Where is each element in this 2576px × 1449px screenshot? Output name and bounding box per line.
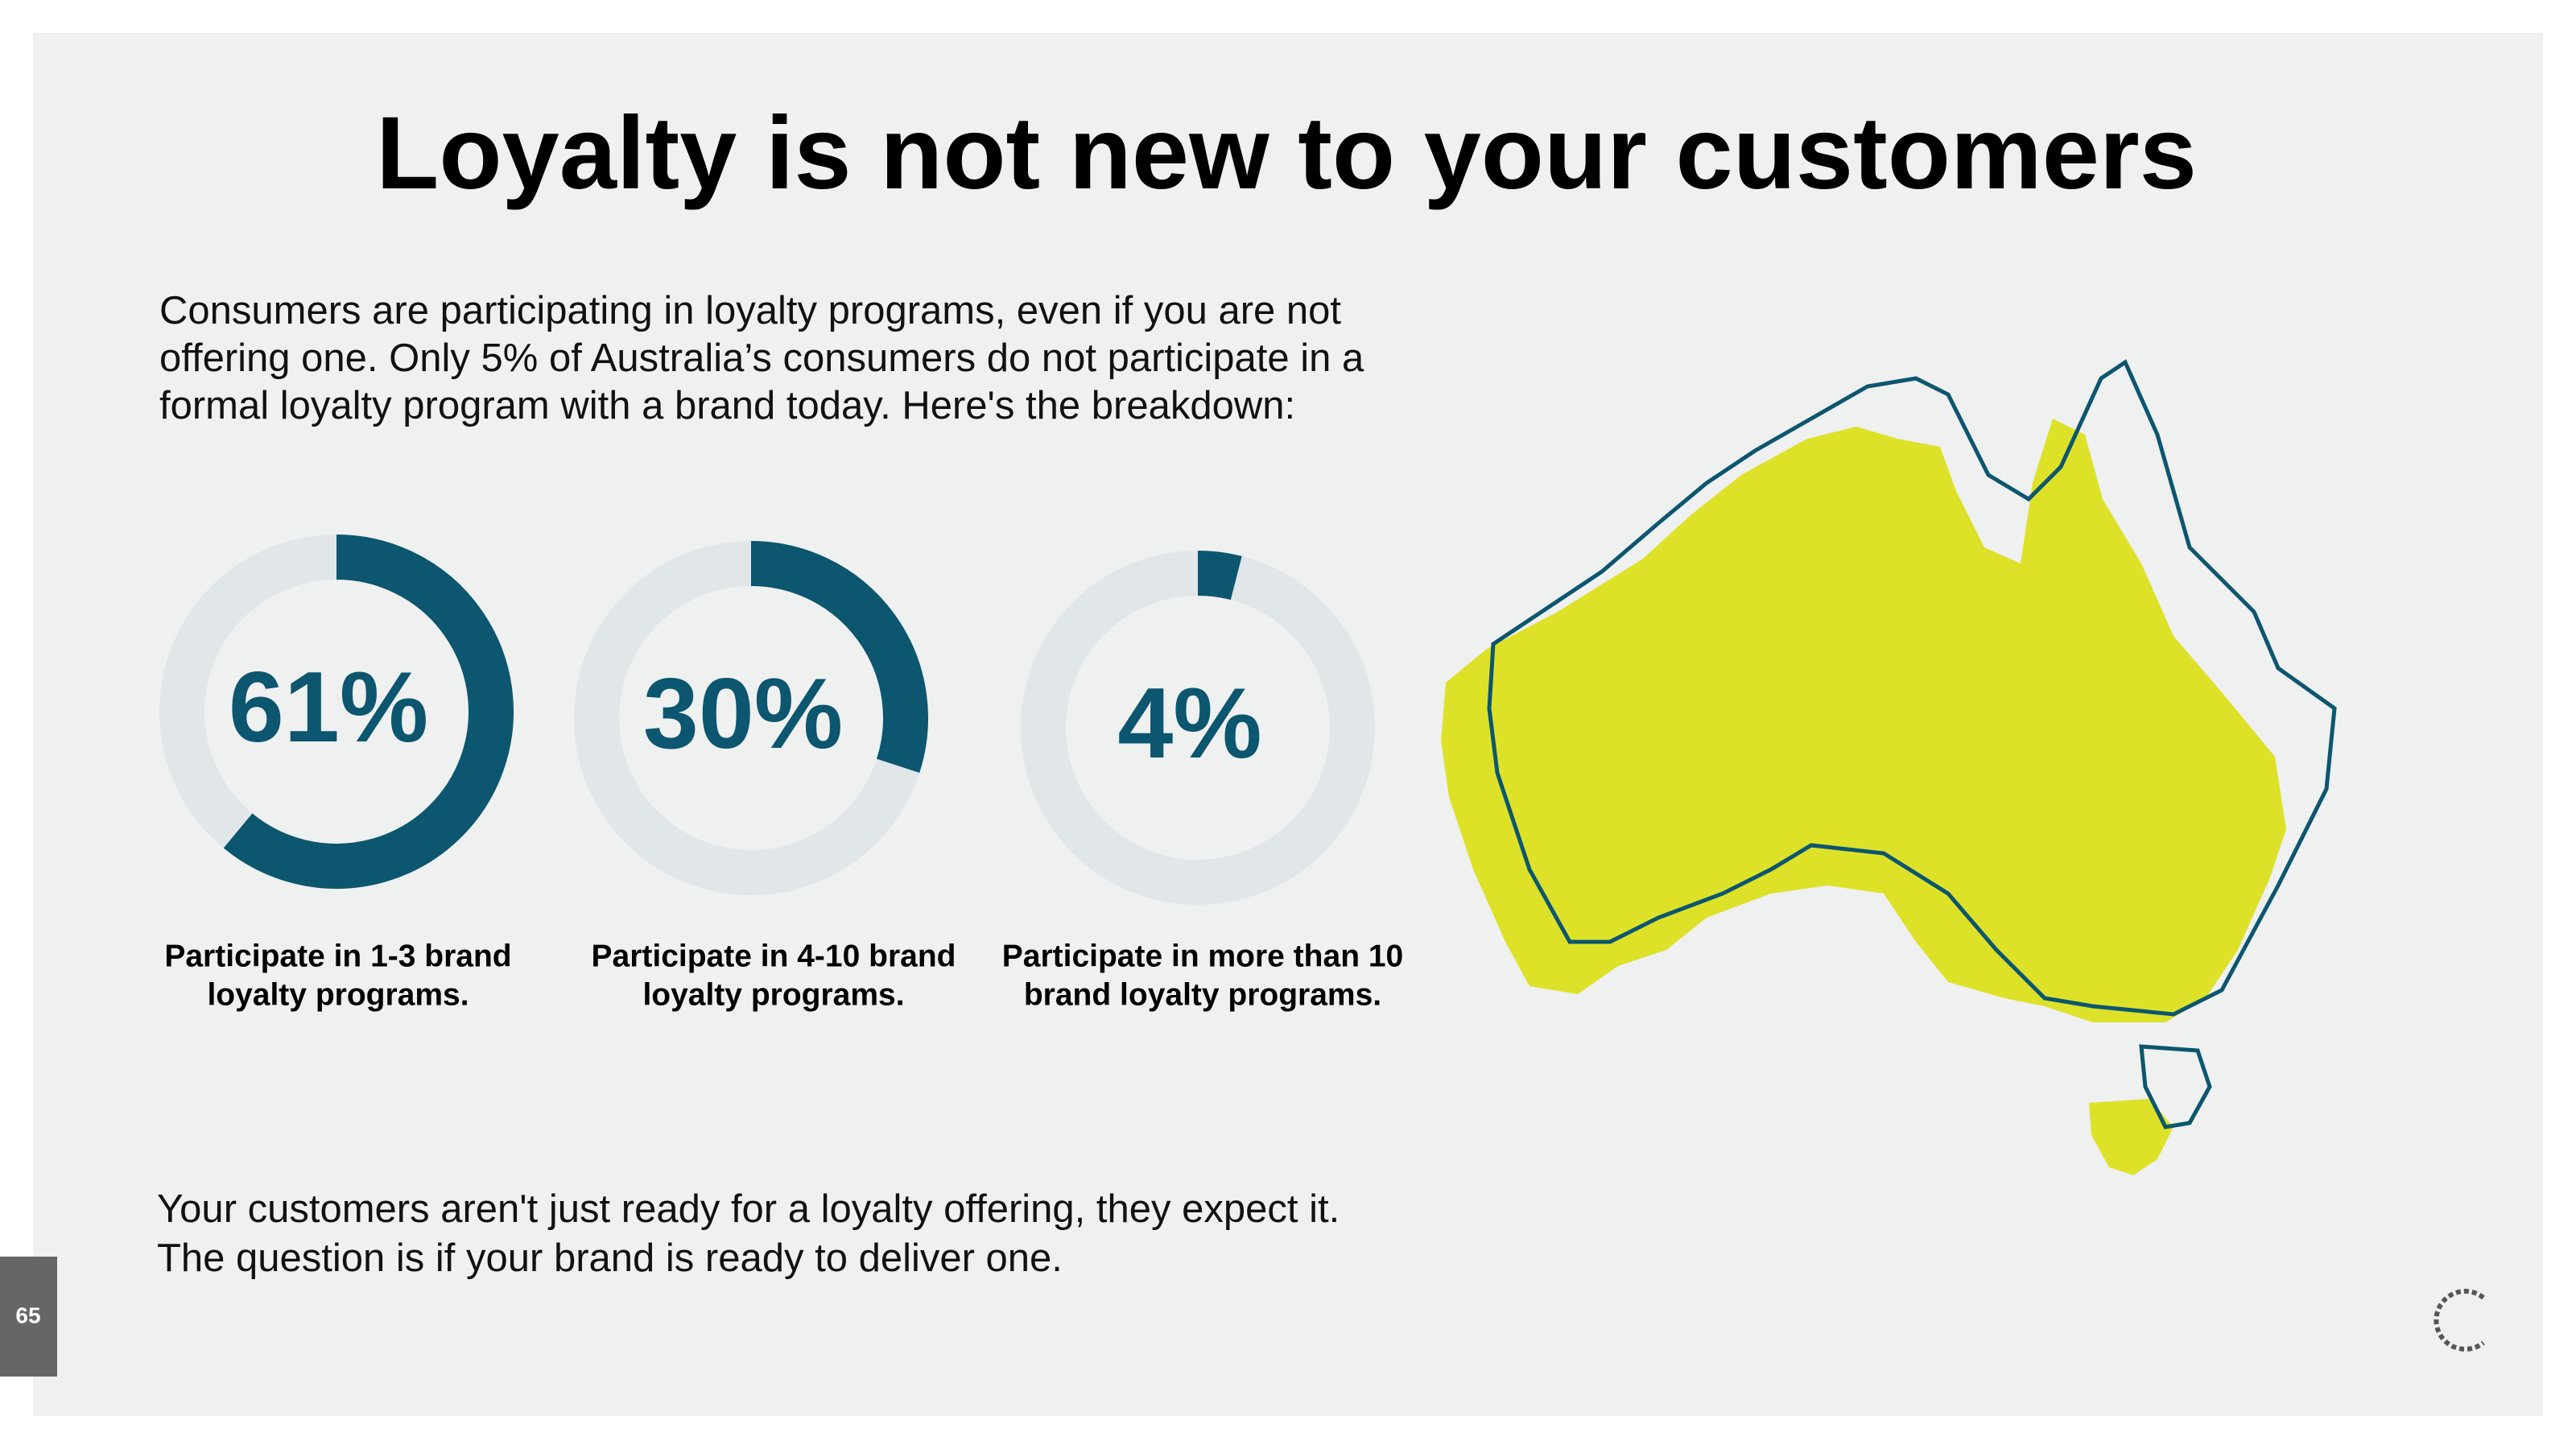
donut-group: 61% Participate in 1-3 brand loyalty progr…	[159, 535, 1404, 1012]
donut-segment	[750, 541, 928, 773]
page-number-box	[0, 1257, 57, 1377]
intro-line: Consumers are participating in loyalty p…	[159, 289, 1341, 332]
donut-value-label: 61%	[229, 652, 428, 763]
footer: Your customers aren't just ready for a l…	[157, 1187, 1340, 1280]
tasmania	[2089, 1099, 2174, 1175]
title: Loyalty is not new to your customers	[376, 96, 2197, 211]
page-number: 65	[15, 1302, 40, 1327]
donut-caption: Participate in 4-10 brand	[592, 939, 956, 973]
donut-segment	[1197, 551, 1242, 601]
donut-caption: loyalty programs.	[207, 977, 469, 1012]
australia-map	[1441, 359, 2337, 1175]
donut-value-label: 4%	[1117, 668, 1261, 779]
footer-line: The question is if your brand is ready t…	[157, 1236, 1063, 1280]
donut-caption: Participate in more than 10	[1002, 939, 1404, 973]
donut-caption: loyalty programs.	[642, 977, 904, 1012]
intro-line: offering one. Only 5% of Australia’s con…	[159, 336, 1364, 380]
tasmania-outline	[2139, 1044, 2212, 1129]
intro-line: formal loyalty program with a brand toda…	[159, 384, 1295, 427]
donut-value-label: 30%	[643, 658, 843, 770]
map-outline	[1487, 359, 2337, 1017]
mainland	[1441, 419, 2286, 1022]
footer-line: Your customers aren't just ready for a l…	[157, 1187, 1340, 1231]
donut-caption: Participate in 1-3 brand	[164, 939, 511, 973]
donut-segment	[223, 535, 514, 889]
logo	[2434, 1289, 2485, 1352]
donut-caption: brand loyalty programs.	[1024, 977, 1381, 1012]
intro: Consumers are participating in loyalty p…	[159, 289, 1364, 427]
